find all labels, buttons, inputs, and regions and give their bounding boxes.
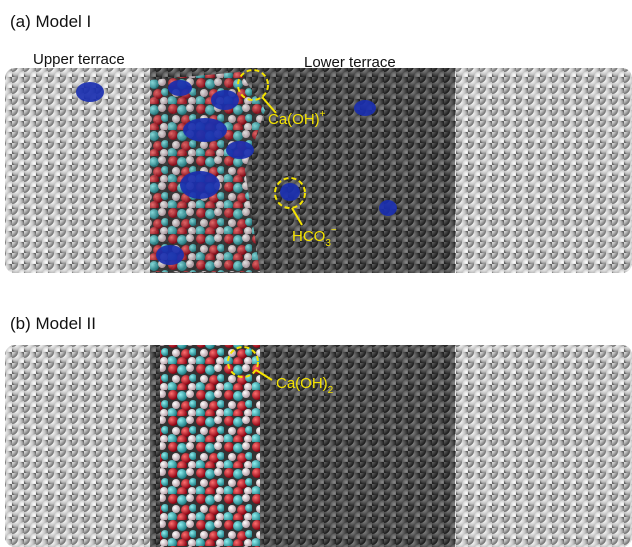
subscript: 3 [325, 238, 331, 249]
panel-title: (b) Model II [10, 314, 96, 333]
formula: Ca(OH) [276, 375, 328, 392]
figure: (a) Model I Upper terrace Lower terrace … [0, 0, 632, 547]
formula: HCO [292, 228, 325, 245]
page: (a) Model I Upper terrace Lower terrace … [0, 0, 632, 547]
formula: Ca(OH) [268, 111, 320, 128]
subscript: 2 [328, 385, 334, 396]
charge: + [320, 109, 326, 120]
panel-title: (a) Model I [10, 12, 91, 31]
species-label: Ca(OH)+ [268, 109, 326, 128]
region-label: Upper terrace [33, 51, 125, 68]
region-label: Lower terrace [304, 54, 396, 71]
charge: − [331, 225, 337, 236]
